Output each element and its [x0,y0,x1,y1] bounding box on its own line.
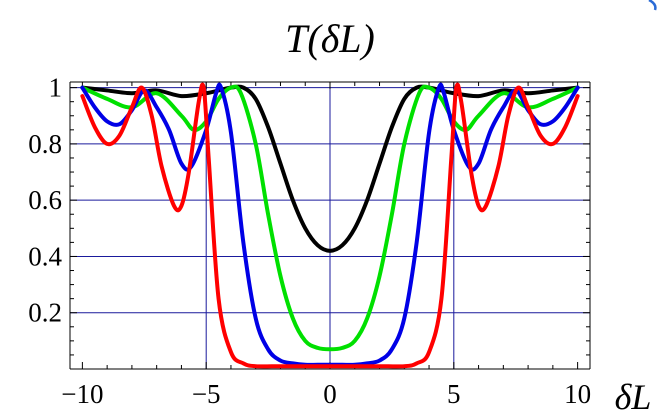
x-tick-label: 0 [323,379,337,409]
series-line-2 [80,84,580,352]
axes [69,81,591,370]
y-tick-label: 1 [49,73,63,103]
corner-arrow-icon [648,0,657,11]
y-tick-label: 0.4 [28,241,62,271]
y-tick-label: 0.6 [28,185,62,215]
x-tick-label: −5 [192,379,221,409]
series-line-4 [80,82,580,369]
tick-labels: −10 −5 0 5 10 0.2 0.4 0.6 0.8 1 [28,73,591,409]
x-tick-label: 5 [447,379,461,409]
series-lines [80,82,580,369]
y-tick-label: 0.8 [28,129,62,159]
x-tick-label: −10 [61,379,103,409]
chart-title: T(δL) [285,16,375,61]
y-tick-label: 0.2 [28,298,62,328]
x-axis-label: δL [615,377,652,417]
x-tick-label: 10 [564,379,591,409]
grid [70,82,590,369]
